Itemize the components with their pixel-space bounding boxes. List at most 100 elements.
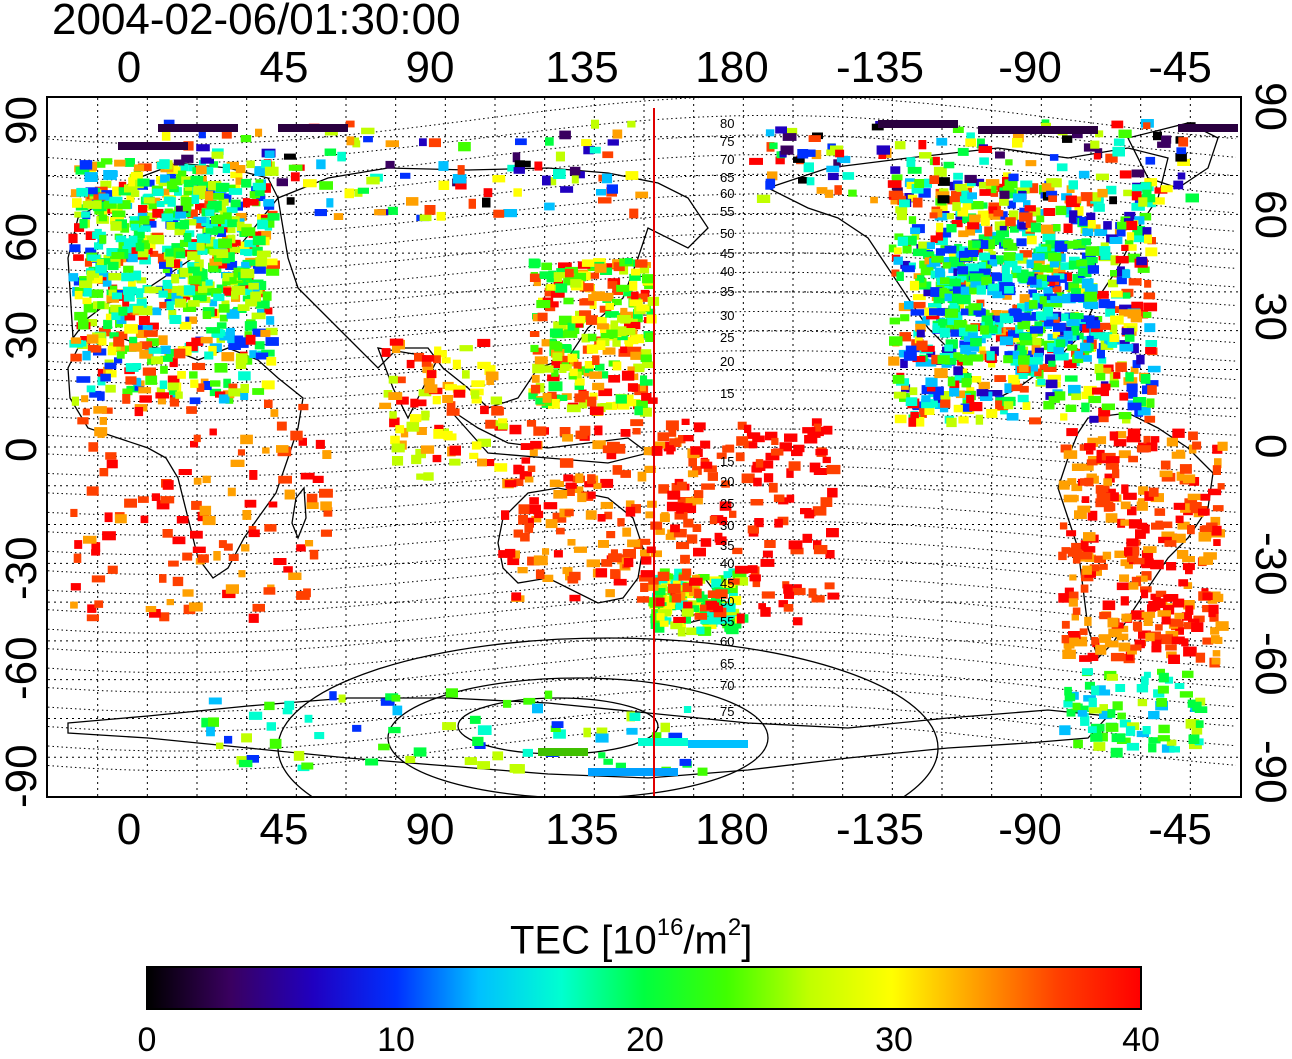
- tec-cell: [1070, 288, 1081, 298]
- tec-cell: [871, 123, 884, 131]
- tec-cell: [243, 250, 252, 257]
- tec-cell: [1128, 519, 1142, 529]
- colorbar-title-end: ]: [741, 918, 753, 963]
- tec-cell: [792, 617, 803, 626]
- tec-cell: [811, 595, 825, 603]
- tec-cell: [286, 197, 295, 205]
- tec-cell: [1069, 210, 1078, 218]
- colorbar-tick: 0: [137, 1021, 157, 1059]
- tec-cell: [393, 376, 406, 384]
- tec-cell: [458, 142, 471, 152]
- tec-cell: [208, 717, 219, 727]
- tec-cell: [503, 699, 512, 708]
- tec-cell: [1217, 441, 1228, 451]
- tec-cell: [1157, 668, 1165, 675]
- tec-cell: [952, 126, 964, 133]
- tec-cell: [725, 584, 738, 593]
- tec-cell: [471, 380, 485, 388]
- tec-cell: [226, 309, 240, 319]
- tec-cell: [1064, 206, 1072, 215]
- tec-cell: [576, 366, 589, 376]
- tec-cell: [266, 267, 280, 276]
- tec-cell: [73, 277, 84, 286]
- tec-cell: [916, 329, 925, 338]
- tec-cell: [207, 181, 222, 191]
- tec-cell: [544, 287, 554, 297]
- tec-cell: [946, 213, 954, 220]
- tec-cell: [823, 425, 833, 435]
- tec-cell: [284, 700, 295, 710]
- tec-cell: [396, 396, 409, 405]
- tec-cell: [446, 408, 460, 416]
- tec-cell: [452, 359, 461, 370]
- tec-cell: [1107, 617, 1119, 628]
- tec-cell: [1128, 278, 1142, 286]
- tec-cell: [639, 407, 652, 417]
- tec-cell: [257, 219, 269, 230]
- tec-cell: [1131, 576, 1141, 587]
- tec-cell: [1148, 487, 1159, 497]
- tec-cell: [1195, 720, 1204, 728]
- tec-cell: [180, 197, 194, 207]
- tec-cell: [995, 400, 1009, 411]
- tec-cell: [573, 546, 587, 553]
- tec-cell: [665, 533, 676, 540]
- tec-cell: [555, 151, 565, 162]
- tec-cell: [1187, 699, 1196, 708]
- contour-label: 40: [720, 556, 734, 571]
- tec-cell: [109, 217, 120, 225]
- tec-cell: [914, 336, 923, 344]
- tec-cell: [686, 581, 701, 591]
- tec-cell: [235, 359, 247, 369]
- tec-cell: [107, 565, 118, 574]
- tec-cell: [984, 226, 993, 237]
- contour-label: 45: [720, 576, 734, 591]
- tec-cell: [162, 529, 173, 538]
- tec-cell: [1136, 501, 1148, 511]
- tec-cell: [223, 193, 232, 203]
- tec-cell: [1105, 300, 1116, 309]
- tec-cell: [953, 172, 963, 180]
- tec-cell: [223, 287, 233, 296]
- tec-cell: [1145, 156, 1156, 165]
- tec-cell: [639, 575, 653, 582]
- tec-cell: [187, 300, 200, 307]
- tec-cell: [97, 338, 106, 345]
- tec-cell: [1210, 627, 1220, 635]
- tec-cell: [389, 411, 397, 419]
- tec-cell: [1161, 616, 1171, 625]
- tec-cell: [1208, 609, 1216, 618]
- tec-cell: [896, 271, 904, 281]
- tec-cell: [257, 309, 265, 315]
- tec-cell: [301, 762, 314, 770]
- tec-cell: [210, 380, 221, 387]
- tec-cell: [992, 290, 1005, 299]
- tec-cell: [1121, 484, 1129, 494]
- tec-cell: [1039, 363, 1047, 370]
- tec-cell: [969, 284, 983, 295]
- contour-label: 60: [720, 634, 734, 649]
- tec-cell: [773, 494, 785, 503]
- tec-cell: [102, 531, 116, 541]
- left-lat-tick: 0: [0, 437, 46, 462]
- tec-cell: [551, 721, 564, 728]
- tec-cell: [276, 445, 289, 453]
- tec-cell: [770, 448, 784, 456]
- tec-cell: [166, 181, 178, 190]
- tec-cell: [316, 159, 326, 170]
- tec-cell: [1131, 610, 1145, 620]
- tec-cell: [694, 588, 702, 599]
- tec-cell: [616, 284, 630, 292]
- tec-cell: [1103, 221, 1112, 230]
- tec-cell: [1024, 301, 1033, 312]
- tec-cell: [1185, 193, 1199, 203]
- tec-cell: [122, 286, 137, 295]
- tec-cell: [929, 212, 938, 219]
- tec-cell: [510, 478, 524, 486]
- tec-cell: [674, 512, 688, 520]
- tec-cell: [1005, 217, 1016, 227]
- tec-cell: [1036, 215, 1045, 223]
- tec-cell: [1080, 716, 1090, 726]
- tec-cell: [676, 541, 690, 550]
- tec-cell: [241, 261, 251, 268]
